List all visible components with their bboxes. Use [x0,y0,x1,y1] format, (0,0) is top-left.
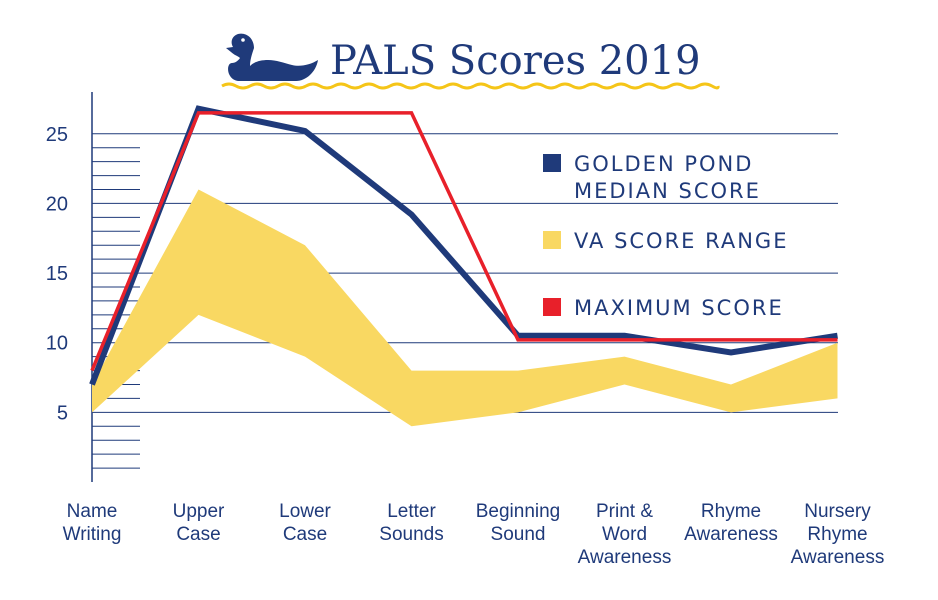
series-va-score-range-area [92,189,838,427]
x-category-label: Upper Case [173,501,225,545]
legend-label: MAXIMUM SCORE [574,296,784,320]
x-category-label: Name Writing [63,501,122,545]
y-tick-label-10: 10 [46,333,68,355]
legend-swatch [543,154,561,172]
chart-title-group: PALS Scores 2019 [221,33,720,90]
x-category-label-line: Beginning [476,501,561,522]
y-axis-labels: 5 10 15 20 25 [46,124,68,425]
x-category-label-line: Rhyme [807,524,867,545]
duck-icon [226,33,318,81]
x-category-label-line: Awareness [791,547,885,568]
legend-label: GOLDEN POND MEDIAN SCORE [574,152,761,203]
legend-label-line: MEDIAN SCORE [574,179,761,203]
y-tick-label-25: 25 [46,124,68,146]
y-tick-label-5: 5 [57,402,68,424]
legend-label-line: GOLDEN POND [574,152,753,176]
x-category-label-line: Awareness [578,547,672,568]
legend-swatch [543,298,561,316]
minor-tick-marks [92,147,140,469]
x-category-label-line: Awareness [684,524,778,545]
x-category-label-line: Upper [173,501,225,522]
x-category-label: Rhyme Awareness [684,501,778,545]
x-category-label-line: Print & [596,501,653,522]
legend: GOLDEN POND MEDIAN SCORE VA SCORE RANGE MAX… [543,152,788,320]
legend-swatch [543,231,561,249]
plot-area [89,105,838,427]
title-wave-decoration [221,82,720,90]
x-category-label-line: Rhyme [701,501,761,522]
x-category-label: Lower Case [279,501,331,545]
chart-title: PALS Scores 2019 [330,38,701,84]
x-category-label-line: Sounds [379,524,443,545]
x-category-label: Nursery Rhyme Awareness [791,501,885,568]
x-category-label-line: Word [602,524,647,545]
y-tick-label-20: 20 [46,193,68,215]
x-category-label-line: Nursery [804,501,871,522]
x-category-label-line: Case [283,524,327,545]
x-category-label: Letter Sounds [379,501,443,545]
y-tick-label-15: 15 [46,263,68,285]
x-category-label-line: Letter [387,501,436,522]
x-category-label-line: Lower [279,501,331,522]
x-category-label: Print & Word Awareness [578,501,672,568]
legend-label-line: MAXIMUM SCORE [574,296,784,320]
x-category-label-line: Writing [63,524,122,545]
x-category-label-line: Case [176,524,220,545]
series-maximum-score-line [90,111,838,372]
x-category-label: Beginning Sound [476,501,561,545]
legend-label-line: VA SCORE RANGE [574,229,788,253]
x-category-label-line: Name [67,501,118,522]
x-category-label-line: Sound [491,524,546,545]
legend-label: VA SCORE RANGE [574,229,788,253]
